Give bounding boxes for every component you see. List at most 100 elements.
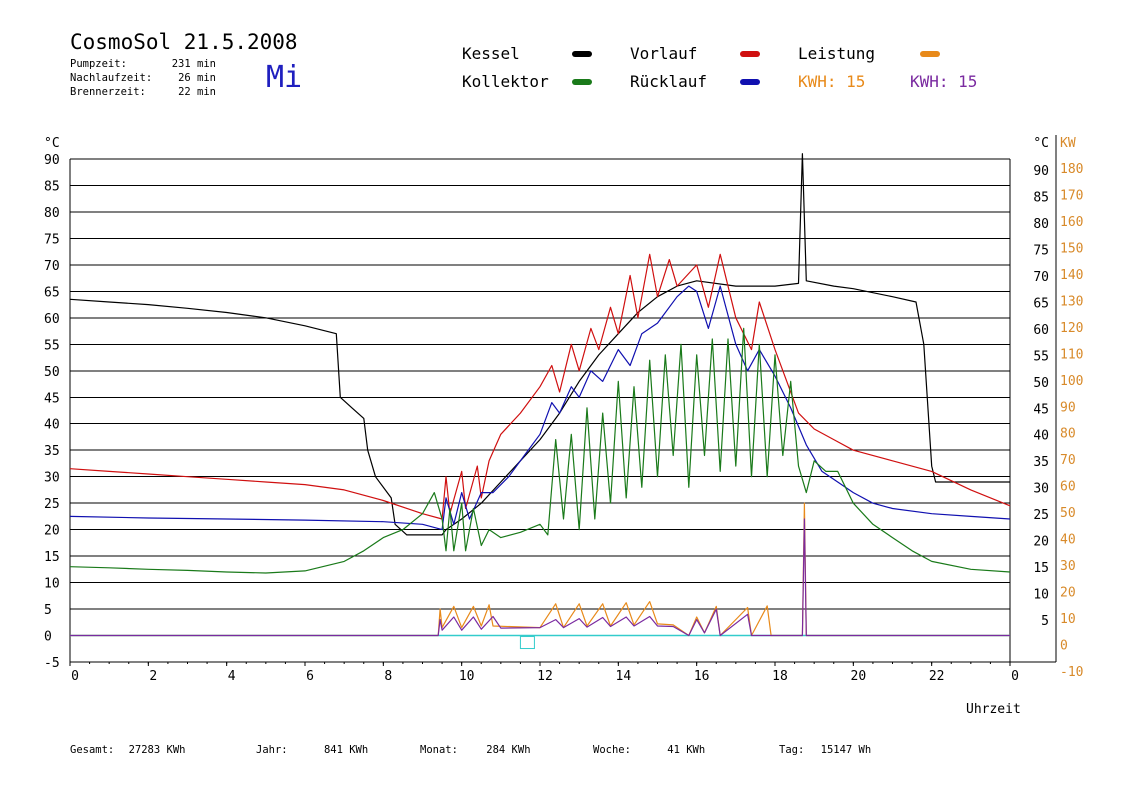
series-line-kessel [69, 153, 1010, 536]
legend-ruecklauf-label: Rücklauf [630, 72, 708, 91]
y-tick-label-kw: 120 [1060, 321, 1083, 336]
y-tick-label-kw: 0 [1060, 639, 1068, 654]
x-tick-label: 0 [71, 669, 79, 684]
x-tick-label: 20 [851, 669, 867, 684]
series-line-leistung [70, 502, 1010, 637]
tick-labels: 0 2 4 6 8 10 12 14 16 18 20 22 090858075706560555045… [44, 136, 1083, 684]
footer-label: Tag: [779, 744, 805, 756]
legend-kessel: Kessel [462, 44, 520, 63]
y-tick-label-kw: 150 [1060, 241, 1083, 256]
y-tick-label-left: 35 [44, 444, 60, 459]
legend-kollektor: Kollektor [462, 72, 549, 91]
y-tick-label-left: 30 [44, 471, 60, 486]
legend-vorlauf-swatch [740, 51, 760, 57]
y-tick-label-left: 5 [44, 603, 52, 618]
legend-kwh-orange-value: 15 [846, 72, 866, 91]
footer-label: Monat: [420, 744, 458, 756]
footer-value: 841 KWh [323, 744, 369, 756]
legend-ruecklauf-swatch [740, 79, 760, 85]
x-tick-label: 22 [929, 669, 945, 684]
y-tick-label-left: 70 [44, 259, 60, 274]
y-unit-kw: KW [1060, 136, 1076, 151]
y-tick-label-left: 55 [44, 338, 60, 353]
y-tick-label-right: 10 [1033, 588, 1049, 603]
y-tick-label-left: 60 [44, 312, 60, 327]
series-line-kwh2 [70, 518, 1010, 637]
axes [69, 135, 1057, 666]
y-tick-label-left: 25 [44, 497, 60, 512]
y-tick-label-kw: 90 [1060, 400, 1076, 415]
y-tick-label-kw: 30 [1060, 559, 1076, 574]
y-tick-label-left: 0 [44, 630, 52, 645]
y-tick-label-left: 75 [44, 232, 60, 247]
legend-vorlauf-label: Vorlauf [630, 44, 698, 63]
x-tick-label: 16 [694, 669, 710, 684]
stat-pumpzeit: Pumpzeit: 231 min [70, 58, 216, 70]
y-tick-label-right: 80 [1033, 217, 1049, 232]
footer-value: 27283 KWh [128, 744, 186, 756]
stat-label: Brennerzeit: [70, 86, 146, 98]
legend-kwh-orange: KWH: 15 [798, 72, 865, 91]
y-tick-label-kw: 130 [1060, 294, 1083, 309]
x-tick-label: 8 [384, 669, 392, 684]
y-tick-label-kw: 40 [1060, 533, 1076, 548]
footer-label: Jahr: [256, 744, 288, 756]
legend-kwh-purple: KWH: 15 [910, 72, 977, 91]
legend-leistung: Leistung [798, 44, 875, 63]
y-tick-label-right: 45 [1033, 402, 1049, 417]
series-line-ruecklauf [69, 285, 1011, 531]
x-tick-label: 6 [306, 669, 314, 684]
footer-gesamt: Gesamt: 27283 KWh [70, 744, 186, 756]
series-line-kollektor [69, 327, 1011, 574]
legend-kessel-label: Kessel [462, 44, 520, 63]
y-tick-label-kw: 100 [1060, 374, 1083, 389]
legend-kollektor-label: Kollektor [462, 72, 549, 91]
y-tick-label-kw: 60 [1060, 480, 1076, 495]
y-tick-label-right: 40 [1033, 429, 1049, 444]
stat-brennerzeit: Brennerzeit: 22 min [70, 86, 216, 98]
chart-title: CosmoSol 21.5.2008 [70, 30, 298, 54]
y-tick-label-kw: 20 [1060, 586, 1076, 601]
stat-nachlaufzeit: Nachlaufzeit: 26 min [70, 72, 216, 84]
x-tick-label: 2 [149, 669, 157, 684]
x-tick-label: 4 [228, 669, 236, 684]
y-tick-label-kw: 50 [1060, 506, 1076, 521]
y-tick-label-left: -5 [44, 656, 60, 671]
y-tick-label-right: 50 [1033, 376, 1049, 391]
footer-value: 15147 Wh [820, 744, 872, 756]
y-tick-label-left: 65 [44, 285, 60, 300]
legend-leistung-label: Leistung [798, 44, 876, 63]
x-tick-label: 0 [1011, 669, 1019, 684]
y-unit-right: °C [1033, 136, 1049, 151]
legend-kwh-purple-value: 15 [958, 72, 978, 91]
series-line-vorlauf [69, 253, 1011, 520]
footer-label: Woche: [593, 744, 631, 756]
legend-kwh-orange-label: KWH: [798, 72, 837, 91]
y-tick-label-left: 90 [44, 153, 60, 168]
grid-lines [70, 158, 1010, 663]
y-tick-label-right: 75 [1033, 243, 1049, 258]
y-tick-label-kw: 170 [1060, 188, 1083, 203]
y-tick-label-right: 20 [1033, 535, 1049, 550]
x-axis-label: Uhrzeit [966, 702, 1021, 717]
y-unit-left: °C [44, 136, 60, 151]
x-tick-label: 10 [459, 669, 475, 684]
y-tick-label-kw: 70 [1060, 453, 1076, 468]
y-tick-label-left: 45 [44, 391, 60, 406]
legend-kwh-purple-label: KWH: [910, 72, 949, 91]
y-tick-label-right: 35 [1033, 455, 1049, 470]
y-tick-label-kw: 180 [1060, 162, 1083, 177]
stat-label: Nachlaufzeit: [70, 72, 153, 84]
legend-vorlauf: Vorlauf [630, 44, 697, 63]
y-tick-label-right: 70 [1033, 270, 1049, 285]
marker-square [519, 636, 535, 650]
weekday-label: Mi [266, 60, 303, 95]
y-tick-label-left: 20 [44, 524, 60, 539]
y-tick-label-right: 65 [1033, 296, 1049, 311]
legend-kessel-swatch [572, 51, 592, 57]
footer-value: 41 KWh [667, 744, 706, 756]
footer-jahr: Jahr: 841 KWh [256, 744, 368, 756]
y-tick-label-right: 30 [1033, 482, 1049, 497]
x-tick-label: 18 [772, 669, 788, 684]
